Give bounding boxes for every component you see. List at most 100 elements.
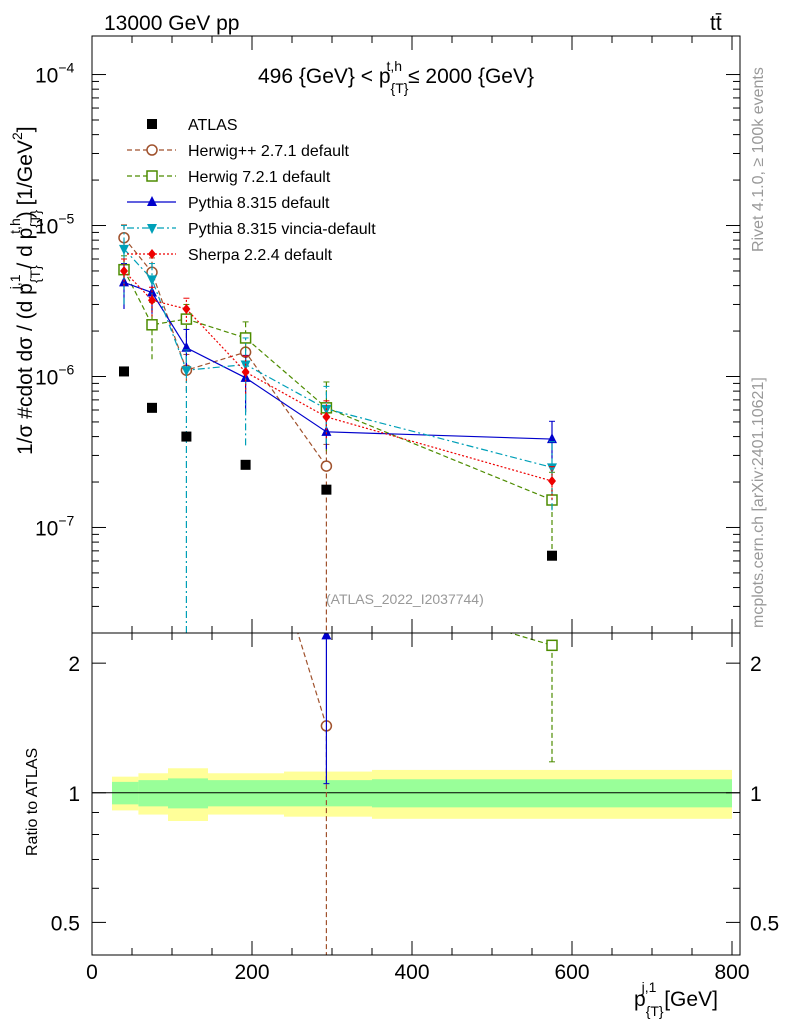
data-point	[147, 402, 157, 413]
ylabel-a-sub: {T}	[27, 265, 43, 283]
ratio-tick-label-right: 1	[750, 783, 762, 806]
series-point	[547, 433, 557, 444]
legend-label: Herwig++ 2.7.1 default	[188, 143, 350, 160]
legend: ATLAS Herwig++ 2.7.1 default Herwig 7.2.1 …	[127, 117, 376, 264]
y-tick-label: 10−5	[35, 211, 75, 239]
ratio-series	[297, 633, 558, 955]
y-axis-label: 1/σ #cdot dσ / (d p{T}j,1 / d p{T}t,h) […	[7, 126, 43, 455]
main-ticks: 10−710−610−510−4	[35, 60, 740, 634]
ylabel-a: 1/σ #cdot dσ / (d p	[14, 283, 37, 455]
series-point	[148, 295, 156, 306]
series-point	[146, 319, 158, 331]
main-series	[118, 224, 558, 633]
data-point	[547, 550, 557, 561]
legend-item-atlas: ATLAS	[147, 117, 238, 134]
ylabel-b-sup: t,h	[7, 218, 23, 234]
rivet-label: Rivet 4.1.0, ≥ 100k events	[750, 67, 767, 252]
ratio-series-line	[297, 633, 327, 727]
data-point	[181, 431, 192, 442]
ratio-y-axis-label: Ratio to ATLAS	[24, 748, 41, 856]
y-tick-label-exp: −4	[58, 60, 74, 76]
legend-marker	[148, 249, 156, 259]
ylabel-a-sup: j,1	[7, 274, 23, 290]
legend-item-herwig-2-7-1-default: Herwig++ 2.7.1 default	[127, 143, 350, 160]
series-point	[147, 275, 157, 286]
ratio-tick-label-right: 0.5	[750, 912, 779, 935]
legend-item-pythia-8-315-vincia-default: Pythia 8.315 vincia-default	[127, 221, 376, 238]
series-point	[547, 463, 557, 474]
series-point	[321, 425, 332, 436]
ylabel-c-sup: 2	[9, 132, 25, 140]
y-tick-label: 10−7	[35, 512, 75, 540]
ratio-series-pythia-8-315-default	[321, 633, 332, 785]
legend-item-herwig-7-2-1-default: Herwig 7.2.1 default	[127, 169, 331, 186]
series-point	[119, 244, 129, 255]
analysis-label: (ATLAS_2022_I2037744)	[326, 591, 484, 607]
data-point	[240, 459, 251, 470]
y-tick-label-base: 10	[35, 366, 58, 389]
ratio-tick-label-left: 1	[68, 783, 80, 806]
ratio-series-line	[508, 633, 553, 646]
y-tick-label-exp: −7	[58, 512, 74, 528]
legend-label: Pythia 8.315 vincia-default	[188, 221, 376, 238]
ratio-ticks: 0.5 0.5 1 1 2 2	[51, 653, 779, 935]
series-line	[123, 281, 553, 440]
x-tick-label: 0	[86, 961, 98, 984]
ylabel-d: ]	[14, 126, 37, 132]
title-sub: {T}	[391, 80, 409, 96]
xlabel-sub: {T}	[646, 1003, 664, 1019]
ylabel-b-sub: {T}	[27, 210, 43, 228]
ratio-panel: 0.5 0.5 1 1 2 2	[51, 632, 779, 956]
band-stat	[372, 779, 732, 808]
series-sherpa-2-2-4-default	[120, 258, 556, 500]
series-point	[320, 460, 333, 472]
chart-title: 496 {GeV} < p{T} t,h ≤ 2000 {GeV}	[258, 58, 534, 96]
title-main: 496 {GeV} < p	[258, 65, 391, 88]
legend-label: Pythia 8.315 default	[188, 195, 330, 212]
y-tick-label-base: 10	[35, 517, 58, 540]
legend-label: Sherpa 2.2.4 default	[188, 247, 333, 264]
process-label: 13000 GeV pp	[104, 12, 239, 35]
legend-label: Herwig 7.2.1 default	[188, 169, 331, 186]
ratio-bands	[92, 768, 740, 821]
series-line	[123, 269, 553, 501]
xlabel-tail: [GeV]	[658, 988, 718, 1011]
series-point	[120, 265, 128, 276]
xlabel-main: p	[634, 988, 646, 1011]
y-tick-label-exp: −5	[58, 211, 74, 227]
ylabel-b: / d p	[14, 228, 37, 275]
legend-item-sherpa-2-2-4-default: Sherpa 2.2.4 default	[127, 247, 333, 264]
legend-marker	[147, 119, 157, 129]
series-point	[182, 303, 191, 314]
data-point	[321, 484, 332, 495]
mcplots-label: mcplots.cern.ch [arXiv:2401.10621]	[750, 377, 767, 628]
series-point	[180, 313, 193, 325]
legend-marker	[146, 170, 158, 182]
legend-marker	[146, 144, 158, 156]
ratio-tick-label-left: 0.5	[51, 912, 80, 935]
x-tick-label: 600	[554, 961, 589, 984]
ratio-frame	[91, 632, 741, 956]
main-data	[119, 366, 557, 561]
y-tick-label: 10−4	[35, 60, 75, 88]
x-tick-label: 800	[714, 961, 749, 984]
series-point	[181, 366, 192, 377]
legend-marker	[147, 224, 157, 234]
series-pythia-8-315-default	[119, 263, 557, 459]
legend-label: ATLAS	[188, 117, 238, 134]
series-line	[123, 270, 553, 482]
y-tick-label-base: 10	[35, 65, 58, 88]
title-tail: ≤ 2000 {GeV}	[408, 65, 534, 88]
series-point	[322, 411, 331, 422]
y-tick-label-exp: −6	[58, 361, 74, 377]
data-point	[119, 366, 129, 377]
series-point	[241, 367, 250, 378]
band-stat	[168, 778, 208, 809]
series-line	[123, 248, 553, 468]
xlabel-sup: j,1	[641, 979, 657, 995]
series-pythia-8-315-vincia-default	[119, 225, 557, 633]
x-tick-label: 200	[234, 961, 269, 984]
title-sup: t,h	[386, 58, 402, 74]
x-axis-label: p{T} j,1 [GeV]	[634, 979, 718, 1019]
